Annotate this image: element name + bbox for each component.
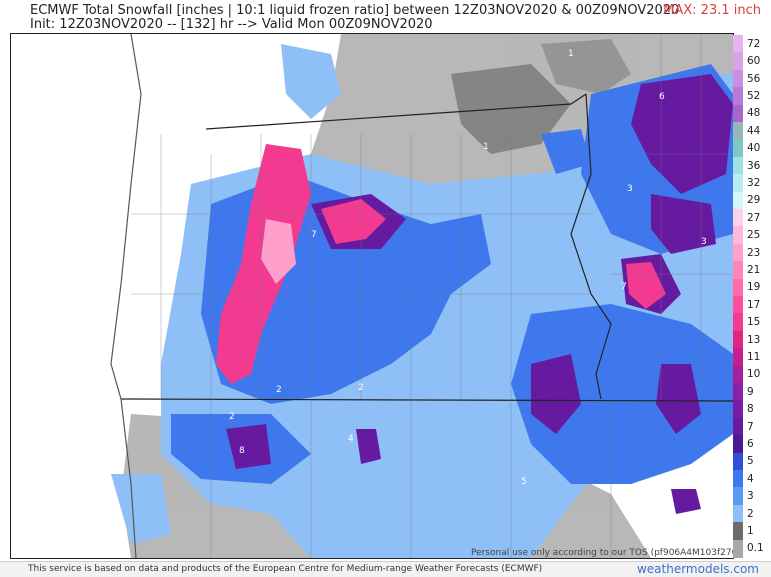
legend-label: 40 xyxy=(747,142,761,155)
legend-label: 25 xyxy=(747,229,761,242)
tos-note: Personal use only according to our TOS (… xyxy=(471,548,734,558)
map-label: 4 xyxy=(348,434,354,444)
map-label: 3 xyxy=(701,237,707,247)
legend-swatch xyxy=(733,104,743,123)
legend-label: 2 xyxy=(747,507,754,520)
legend-swatch xyxy=(733,417,743,436)
legend-swatch xyxy=(733,296,743,314)
legend-swatch xyxy=(733,35,743,53)
init-time: Init: 12Z03NOV2020 -- [132] hr --> Valid… xyxy=(30,17,433,32)
map-label: 2 xyxy=(276,385,282,395)
map-label: 3 xyxy=(648,482,654,492)
legend-swatch xyxy=(733,383,743,401)
map-title: ECMWF Total Snowfall [inches | 10:1 liqu… xyxy=(30,3,680,18)
map-label: 7 xyxy=(311,230,317,240)
legend-label: 23 xyxy=(747,246,761,259)
legend-label: 21 xyxy=(747,263,761,276)
map-label: 3 xyxy=(627,184,633,194)
map-label: 7 xyxy=(621,282,627,292)
legend-swatch xyxy=(733,139,743,158)
legend-swatch xyxy=(733,209,743,227)
source-note: This service is based on data and produc… xyxy=(28,564,543,574)
map-label: 8 xyxy=(239,446,245,456)
legend-label: 1 xyxy=(747,524,754,537)
legend-label: 27 xyxy=(747,211,761,224)
legend-swatch xyxy=(733,278,743,297)
legend-label: 60 xyxy=(747,55,761,68)
legend-label: 9 xyxy=(747,385,754,398)
legend-swatch xyxy=(733,470,743,488)
map-label: 6 xyxy=(659,92,665,102)
max-value-label: MAX: 23.1 inch xyxy=(663,3,761,18)
legend-swatch xyxy=(733,365,743,384)
legend-label: 3 xyxy=(747,490,754,503)
legend-swatch xyxy=(733,487,743,506)
legend-swatch xyxy=(733,52,743,71)
legend-label: 32 xyxy=(747,176,761,189)
legend-swatch xyxy=(733,226,743,245)
legend-swatch xyxy=(733,313,743,332)
legend-label: 5 xyxy=(747,455,754,468)
legend-swatch xyxy=(733,452,743,471)
legend-swatch xyxy=(733,243,743,262)
legend-label: 19 xyxy=(747,281,761,294)
legend-swatch xyxy=(733,435,743,454)
legend-label: 17 xyxy=(747,298,761,311)
legend-swatch xyxy=(733,156,743,175)
legend-swatch xyxy=(733,122,743,140)
map-label: 1 xyxy=(568,49,574,59)
legend-label: 15 xyxy=(747,316,761,329)
legend-label: 36 xyxy=(747,159,761,172)
legend-swatch xyxy=(733,539,743,558)
map-label: 1 xyxy=(483,142,489,152)
legend-label: 11 xyxy=(747,350,761,363)
legend-label: 6 xyxy=(747,437,754,450)
snowfall-map[interactable]: 1 6 1 3 7 3 7 2 2 2 8 4 5 3 Personal use… xyxy=(10,33,734,559)
legend-label: 4 xyxy=(747,472,754,485)
brand-link[interactable]: weathermodels.com xyxy=(636,562,759,576)
map-label: 2 xyxy=(358,383,364,393)
legend-label: 0.1 xyxy=(747,542,764,555)
map-number-labels: 1 6 1 3 7 3 7 2 2 2 8 4 5 3 xyxy=(229,49,707,492)
legend-swatch xyxy=(733,330,743,349)
legend-swatch xyxy=(733,174,743,193)
legend-label: 13 xyxy=(747,333,761,346)
color-legend: 72 60 56 52 48 44 40 36 32 29 27 25 23 21 19 17 15 13 11 10… xyxy=(733,35,771,558)
legend-label: 7 xyxy=(747,420,754,433)
legend-label: 44 xyxy=(747,124,761,137)
legend-swatch xyxy=(733,261,743,280)
legend-label: 56 xyxy=(747,72,761,85)
legend-swatch xyxy=(733,522,743,541)
county-lines xyxy=(131,34,733,558)
map-label: 2 xyxy=(229,412,235,422)
map-label: 5 xyxy=(521,477,527,487)
legend-swatch xyxy=(733,87,743,106)
legend-label: 52 xyxy=(747,89,761,102)
legend-label: 8 xyxy=(747,403,754,416)
legend-swatch xyxy=(733,348,743,367)
legend-label: 48 xyxy=(747,107,761,120)
legend-swatch xyxy=(733,400,743,419)
legend-label: 29 xyxy=(747,194,761,207)
map-canvas: 1 6 1 3 7 3 7 2 2 2 8 4 5 3 xyxy=(110,34,733,558)
legend-swatch xyxy=(733,504,743,523)
legend-swatch xyxy=(733,191,743,210)
legend-label: 72 xyxy=(747,37,761,50)
legend-label: 10 xyxy=(747,368,761,381)
footer: This service is based on data and produc… xyxy=(0,561,771,577)
legend-swatch xyxy=(733,69,743,88)
